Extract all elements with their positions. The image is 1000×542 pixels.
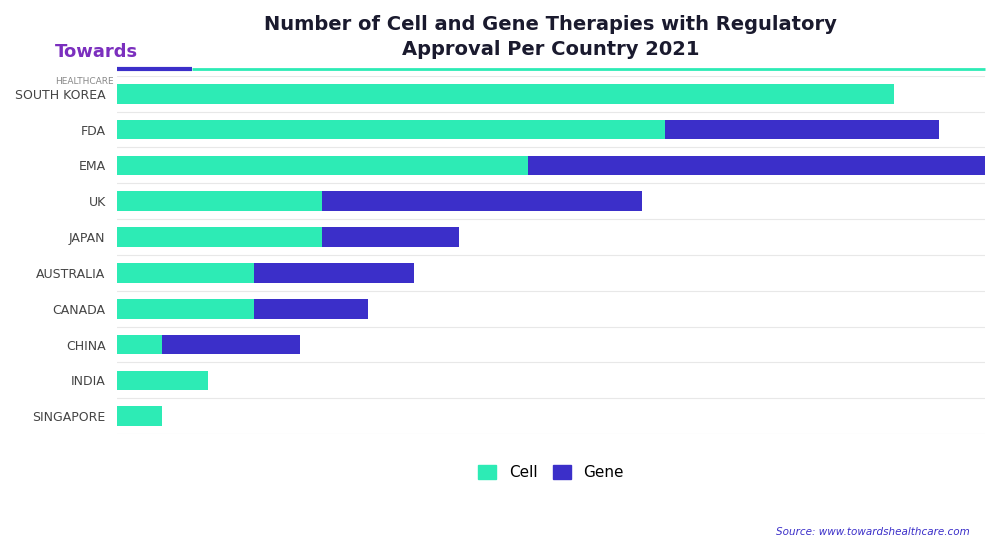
Bar <box>117 334 162 354</box>
Bar <box>162 334 300 354</box>
Bar <box>322 227 459 247</box>
Bar <box>254 263 414 283</box>
Bar <box>117 263 254 283</box>
Bar <box>117 84 894 104</box>
Bar <box>322 191 642 211</box>
Bar <box>528 156 1000 175</box>
Bar <box>117 371 208 390</box>
Text: HEALTHCARE: HEALTHCARE <box>55 77 114 86</box>
Bar <box>117 227 322 247</box>
Bar <box>117 120 665 139</box>
Bar <box>254 299 368 319</box>
Text: Towards: Towards <box>55 43 138 61</box>
Bar <box>117 191 322 211</box>
Bar <box>117 299 254 319</box>
Bar <box>117 156 528 175</box>
Bar <box>665 120 939 139</box>
Title: Number of Cell and Gene Therapies with Regulatory
Approval Per Country 2021: Number of Cell and Gene Therapies with R… <box>264 15 837 59</box>
Legend: Cell, Gene: Cell, Gene <box>478 465 624 480</box>
Text: Source: www.towardshealthcare.com: Source: www.towardshealthcare.com <box>776 527 970 537</box>
Bar <box>117 406 162 426</box>
